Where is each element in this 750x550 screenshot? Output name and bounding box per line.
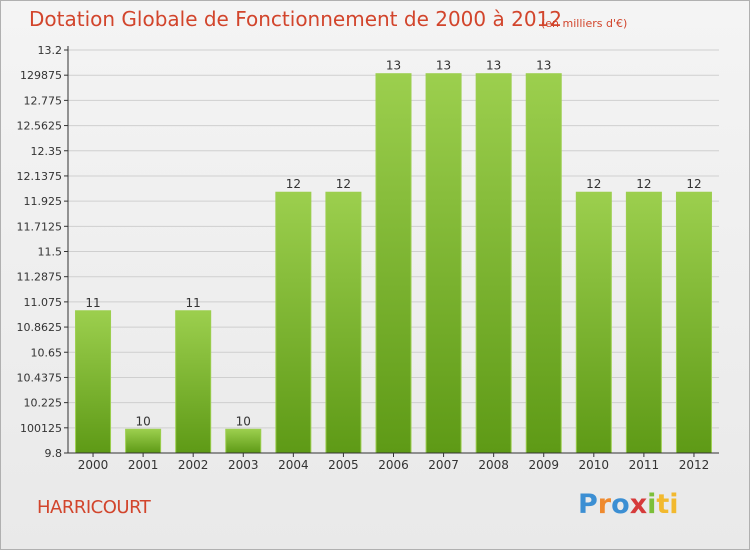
data-label: 11 bbox=[85, 296, 100, 310]
y-tick-label: 12.5625 bbox=[17, 120, 63, 133]
x-tick-label: 2012 bbox=[679, 458, 710, 472]
commune-name: HARRICOURT bbox=[37, 497, 151, 518]
x-tick-label: 2009 bbox=[528, 458, 559, 472]
data-label: 12 bbox=[286, 177, 301, 191]
proxiti-logo: Proxiti bbox=[578, 489, 679, 520]
chart-unit: (en milliers d'€) bbox=[541, 17, 628, 30]
y-tick-label: 129875 bbox=[20, 69, 62, 82]
data-label: 13 bbox=[386, 59, 401, 73]
bar-2007 bbox=[425, 73, 462, 454]
y-tick-label: 11.5 bbox=[38, 246, 63, 259]
x-tick-label: 2002 bbox=[178, 458, 209, 472]
y-tick-label: 12.1375 bbox=[17, 170, 63, 183]
bar-2009 bbox=[525, 73, 562, 454]
bar-2006 bbox=[375, 73, 412, 454]
y-tick-label: 10.4375 bbox=[17, 371, 63, 384]
data-label: 11 bbox=[186, 296, 201, 310]
y-tick-label: 100125 bbox=[20, 422, 62, 435]
axes bbox=[67, 46, 719, 454]
x-tick-label: 2010 bbox=[579, 458, 610, 472]
x-tick-label: 2008 bbox=[478, 458, 509, 472]
bar-2012 bbox=[675, 191, 712, 454]
x-tick-label: 2006 bbox=[378, 458, 409, 472]
bar-2001 bbox=[125, 428, 162, 454]
data-label: 10 bbox=[135, 414, 150, 428]
data-label: 12 bbox=[336, 177, 351, 191]
data-label: 13 bbox=[486, 59, 501, 73]
x-tick-label: 2000 bbox=[78, 458, 109, 472]
bar-2003 bbox=[225, 428, 262, 454]
bar-2008 bbox=[475, 73, 512, 454]
x-tick-label: 2001 bbox=[128, 458, 159, 472]
y-tick-label: 11.925 bbox=[24, 195, 63, 208]
x-axis-ticks: 2000 2001 2002 2003 2004 2005 2006 2007 2008 2009… bbox=[78, 453, 709, 472]
y-tick-label: 9.8 bbox=[45, 447, 63, 460]
x-tick-label: 2011 bbox=[629, 458, 660, 472]
data-label: 10 bbox=[236, 414, 251, 428]
data-label: 12 bbox=[586, 177, 601, 191]
bar-2005 bbox=[325, 191, 362, 454]
y-tick-label: 10.8625 bbox=[17, 321, 63, 334]
x-tick-label: 2003 bbox=[228, 458, 259, 472]
y-tick-label: 13.2 bbox=[38, 44, 63, 57]
chart-title: Dotation Globale de Fonctionnement de 20… bbox=[29, 7, 562, 31]
bar-2004 bbox=[275, 191, 312, 454]
x-tick-label: 2007 bbox=[428, 458, 459, 472]
bar-2000 bbox=[75, 310, 112, 454]
bars bbox=[75, 73, 712, 454]
y-tick-label: 12.35 bbox=[31, 145, 63, 158]
data-label: 13 bbox=[436, 59, 451, 73]
bar-2010 bbox=[575, 191, 612, 454]
bar-2011 bbox=[625, 191, 662, 454]
y-tick-label: 10.65 bbox=[31, 346, 63, 359]
x-tick-label: 2005 bbox=[328, 458, 359, 472]
data-label: 12 bbox=[636, 177, 651, 191]
y-axis-ticks: 9.8 100125 10.225 10.4375 10.65 10.8625 11.075… bbox=[17, 44, 68, 460]
y-tick-label: 12.775 bbox=[24, 94, 63, 107]
data-label: 12 bbox=[686, 177, 701, 191]
x-tick-label: 2004 bbox=[278, 458, 309, 472]
y-tick-label: 11.7125 bbox=[17, 220, 63, 233]
y-tick-label: 10.225 bbox=[24, 397, 63, 410]
bar-2002 bbox=[175, 310, 212, 454]
y-tick-label: 11.075 bbox=[24, 296, 63, 309]
data-labels: 11 10 11 10 12 12 13 13 13 13 12 12 12 bbox=[85, 59, 701, 429]
data-label: 13 bbox=[536, 59, 551, 73]
y-tick-label: 11.2875 bbox=[17, 271, 63, 284]
